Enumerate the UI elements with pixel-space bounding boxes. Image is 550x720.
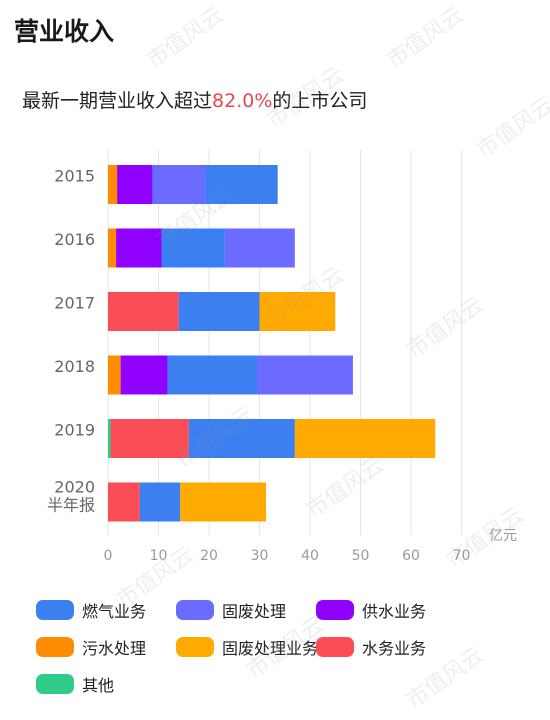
bar-segment <box>294 419 436 458</box>
bar-segment <box>161 228 225 268</box>
legend-item: 污水处理 <box>36 635 146 659</box>
watermark-text: 市值风云 <box>142 2 229 74</box>
legend-label: 污水处理 <box>82 639 147 658</box>
legend-swatch <box>176 600 214 620</box>
legend-swatch <box>36 637 74 657</box>
revenue-bar-chart: 0 10 20 30 40 50 60 70 亿元 2015 2016 2017 2018 2019 202… <box>47 150 517 564</box>
bar-segment <box>139 482 181 522</box>
legend-item: 固废处理 <box>176 598 286 622</box>
chart-subtitle: 最新一期营业收入超过82.0%的上市公司 <box>22 86 367 113</box>
x-tick-label: 70 <box>453 548 471 564</box>
bar-segment <box>188 419 295 458</box>
y-tick-label: 2015 <box>54 167 95 186</box>
bar-segment <box>108 165 118 204</box>
legend-swatch <box>316 637 354 657</box>
bar-segment <box>120 355 168 395</box>
x-tick-label: 40 <box>301 548 319 564</box>
legend-item: 供水业务 <box>316 598 426 622</box>
x-tick-label: 10 <box>150 548 168 564</box>
y-tick-label: 2019 <box>54 421 95 440</box>
legend-swatch <box>176 637 214 657</box>
x-axis-unit: 亿元 <box>489 528 517 544</box>
x-tick-label: 0 <box>104 548 113 564</box>
legend-label: 其他 <box>82 676 115 695</box>
page-title: 营业收入 <box>14 17 115 46</box>
legend-item: 固废处理业务 <box>176 635 318 659</box>
bar-segment <box>108 482 140 522</box>
watermark-text: 市值风云 <box>382 2 469 74</box>
bar-segment <box>167 355 257 395</box>
bar-segment <box>256 355 353 395</box>
bar-segment <box>108 292 179 331</box>
bar-segment <box>178 292 260 331</box>
legend-label: 固废处理 <box>222 602 287 621</box>
bar-segment <box>116 228 162 268</box>
legend-item: 其他 <box>36 672 114 696</box>
x-tick-label: 20 <box>200 548 218 564</box>
x-tick-label: 50 <box>352 548 370 564</box>
legend-label: 水务业务 <box>362 639 427 658</box>
legend-item: 水务业务 <box>316 635 426 659</box>
bar-segment <box>152 165 206 204</box>
bar-segment <box>259 292 336 331</box>
subtitle-prefix: 最新一期营业收入超过 <box>22 90 213 112</box>
legend-label: 固废处理业务 <box>222 639 319 658</box>
legend-swatch <box>316 600 354 620</box>
y-tick-label: 2016 <box>54 230 95 249</box>
legend-swatch <box>36 674 74 694</box>
bar-segment <box>205 165 278 204</box>
bar-segment <box>108 419 111 458</box>
x-tick-label: 60 <box>402 548 420 564</box>
legend-item: 燃气业务 <box>36 598 146 622</box>
bar-segment <box>110 419 189 458</box>
y-tick-label: 2017 <box>54 294 95 313</box>
subtitle-highlight: 82.0% <box>212 90 273 112</box>
legend-label: 燃气业务 <box>82 602 147 621</box>
y-tick-label: 2020 半年报 <box>47 478 95 515</box>
y-tick-label: 2018 <box>54 357 95 376</box>
bar-segment <box>108 355 121 395</box>
bar-segment <box>108 228 117 268</box>
legend-swatch <box>36 600 74 620</box>
subtitle-suffix: 的上市公司 <box>272 90 368 112</box>
x-tick-label: 30 <box>251 548 269 564</box>
bar-segment <box>224 228 295 268</box>
legend-label: 供水业务 <box>362 602 427 621</box>
bar-segment <box>180 482 267 522</box>
bar-segment <box>117 165 153 204</box>
